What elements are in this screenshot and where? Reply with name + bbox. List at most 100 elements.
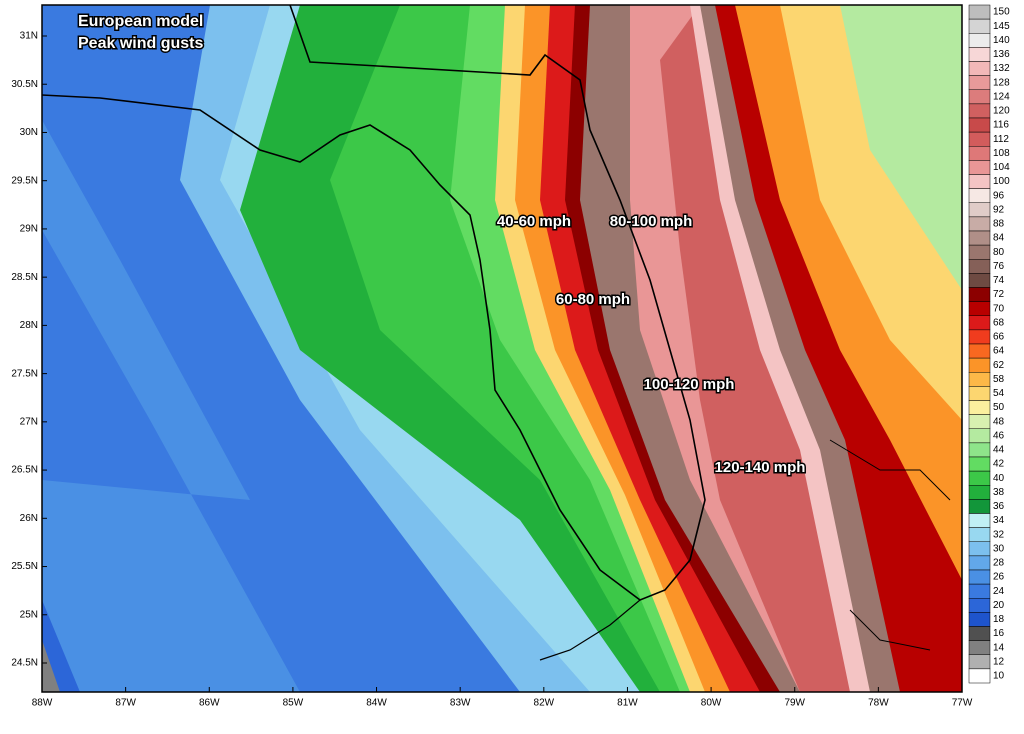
colorbar-cell: [968, 372, 991, 387]
longitude-label: 87W: [115, 698, 136, 709]
colorbar-cell: [968, 414, 991, 429]
colorbar-cell: [968, 343, 991, 359]
colorbar-cell: [968, 583, 991, 599]
colorbar-label: 112: [993, 134, 1009, 145]
colorbar-label: 40: [993, 473, 1005, 484]
latitude-label: 31N: [20, 31, 38, 42]
colorbar-label: 12: [993, 656, 1005, 667]
colorbar-cell: [968, 287, 991, 302]
colorbar-cell: [968, 470, 991, 486]
longitude-label: 84W: [366, 698, 387, 709]
colorbar-cell: [968, 4, 991, 20]
colorbar-cell: [968, 456, 991, 472]
colorbar-label: 68: [993, 317, 1005, 328]
colorbar-label: 70: [993, 303, 1005, 314]
latitude-label: 27N: [20, 416, 38, 427]
latitude-label: 26.5N: [11, 465, 38, 476]
longitude-label: 81W: [617, 698, 638, 709]
colorbar-label: 88: [993, 219, 1005, 230]
colorbar-cell: [968, 541, 991, 557]
colorbar-cell: [968, 259, 991, 274]
colorbar-cell: [968, 216, 991, 232]
longitude-label: 86W: [199, 698, 220, 709]
colorbar-cell: [968, 75, 991, 90]
title-line: Peak wind gusts: [78, 35, 203, 52]
colorbar-cell: [968, 612, 991, 627]
colorbar-label: 58: [993, 374, 1005, 385]
longitude-label: 83W: [450, 698, 471, 709]
longitude-label: 80W: [701, 698, 722, 709]
colorbar-label: 42: [993, 459, 1005, 470]
latitude-label: 29N: [20, 224, 38, 235]
latitude-label: 26N: [20, 513, 38, 524]
colorbar-label: 108: [993, 148, 1010, 159]
colorbar-label: 28: [993, 558, 1005, 569]
colorbar-label: 48: [993, 416, 1005, 427]
colorbar-cell: [968, 485, 991, 500]
longitude-label: 88W: [32, 698, 53, 709]
colorbar-cell: [968, 499, 991, 514]
annotation: 60-80 mph: [556, 291, 630, 308]
colorbar-label: 140: [993, 35, 1010, 46]
colorbar-label: 36: [993, 501, 1005, 512]
colorbar-cell: [968, 598, 991, 613]
colorbar-label: 10: [993, 671, 1005, 682]
plot-frame: [41, 4, 963, 693]
colorbar-cell: [968, 47, 991, 62]
colorbar-label: 116: [993, 120, 1009, 131]
colorbar-label: 132: [993, 63, 1010, 74]
colorbar-label: 64: [993, 346, 1005, 357]
colorbar-label: 62: [993, 360, 1005, 371]
colorbar-label: 26: [993, 572, 1005, 583]
colorbar-cell: [968, 626, 991, 641]
latitude-label: 30N: [20, 127, 38, 138]
colorbar-label: 44: [993, 445, 1005, 456]
colorbar-label: 72: [993, 289, 1005, 300]
colorbar-label: 34: [993, 515, 1005, 526]
latitude-label: 28.5N: [11, 272, 38, 283]
colorbar-cell: [968, 386, 991, 401]
colorbar-label: 38: [993, 487, 1005, 498]
colorbar-cell: [968, 103, 991, 119]
latitude-label: 28N: [20, 320, 38, 331]
title-line: European model: [78, 13, 203, 30]
colorbar-label: 50: [993, 402, 1005, 413]
annotation: 80-100 mph: [610, 213, 693, 230]
colorbar-label: 150: [993, 7, 1010, 18]
colorbar-cell: [968, 18, 991, 34]
colorbar-cell: [968, 202, 991, 218]
latitude-label: 25N: [20, 609, 38, 620]
colorbar-label: 76: [993, 261, 1005, 272]
colorbar-label: 54: [993, 388, 1005, 399]
colorbar-cell: [968, 244, 991, 260]
colorbar-label: 20: [993, 600, 1005, 611]
annotation: 40-60 mph: [497, 213, 571, 230]
colorbar-label: 80: [993, 247, 1005, 258]
latitude-label: 29.5N: [11, 175, 38, 186]
field-band: [840, 5, 962, 290]
colorbar-cell: [968, 640, 991, 655]
colorbar-label: 104: [993, 162, 1010, 173]
colorbar-label: 96: [993, 190, 1005, 201]
colorbar-label: 145: [993, 21, 1010, 32]
colorbar-label: 124: [993, 91, 1010, 102]
colorbar-label: 100: [993, 176, 1010, 187]
colorbar-label: 14: [993, 642, 1005, 653]
colorbar-cell: [968, 527, 991, 542]
colorbar-cell: [968, 273, 991, 288]
latitude-label: 25.5N: [11, 561, 38, 572]
colorbar-cell: [968, 33, 991, 48]
colorbar-cell: [968, 160, 991, 175]
annotation: 100-120 mph: [644, 376, 735, 393]
longitude-label: 78W: [868, 698, 889, 709]
colorbar-label: 74: [993, 275, 1005, 286]
colorbar-cell: [968, 315, 991, 331]
colorbar-cell: [968, 230, 991, 246]
colorbar-label: 24: [993, 586, 1005, 597]
colorbar-label: 30: [993, 543, 1005, 554]
longitude-label: 82W: [534, 698, 555, 709]
longitude-label: 79W: [784, 698, 805, 709]
longitude-label: 77W: [952, 698, 973, 709]
colorbar-label: 46: [993, 430, 1005, 441]
